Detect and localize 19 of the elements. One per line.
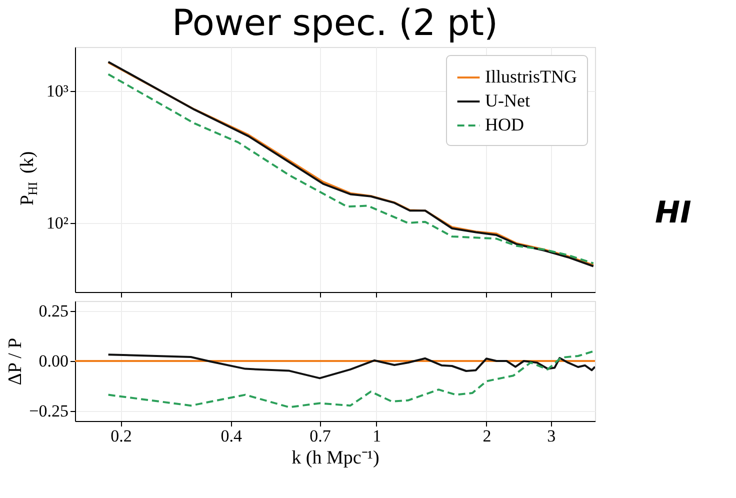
x-axis-title: k (h Mpc⁻¹) bbox=[292, 448, 380, 468]
x-tick-label: 0.2 bbox=[110, 426, 132, 446]
x-tick-label: 0.4 bbox=[220, 426, 242, 446]
y-axis-title: ΔP / P bbox=[5, 338, 26, 386]
x-tick-label: 3 bbox=[547, 426, 556, 446]
x-tick-label: 2 bbox=[482, 426, 492, 446]
y-axis-title: PHI (k) bbox=[17, 151, 40, 206]
legend-label: IllustrisTNG bbox=[485, 66, 577, 86]
x-tick-label: 0.7 bbox=[310, 426, 332, 446]
legend-label: HOD bbox=[485, 114, 524, 134]
y-tick-label: −0.25 bbox=[29, 402, 68, 420]
y-tick-label: 10² bbox=[46, 213, 68, 232]
legend-label: U-Net bbox=[485, 90, 530, 110]
y-tick-label: 0.00 bbox=[38, 352, 68, 370]
y-tick-label: 10³ bbox=[46, 81, 68, 100]
text: HI bbox=[655, 196, 692, 231]
y-tick-label: 0.25 bbox=[38, 302, 68, 320]
chart-title: Power spec. (2 pt) bbox=[172, 3, 498, 44]
x-tick-label: 1 bbox=[372, 426, 382, 446]
